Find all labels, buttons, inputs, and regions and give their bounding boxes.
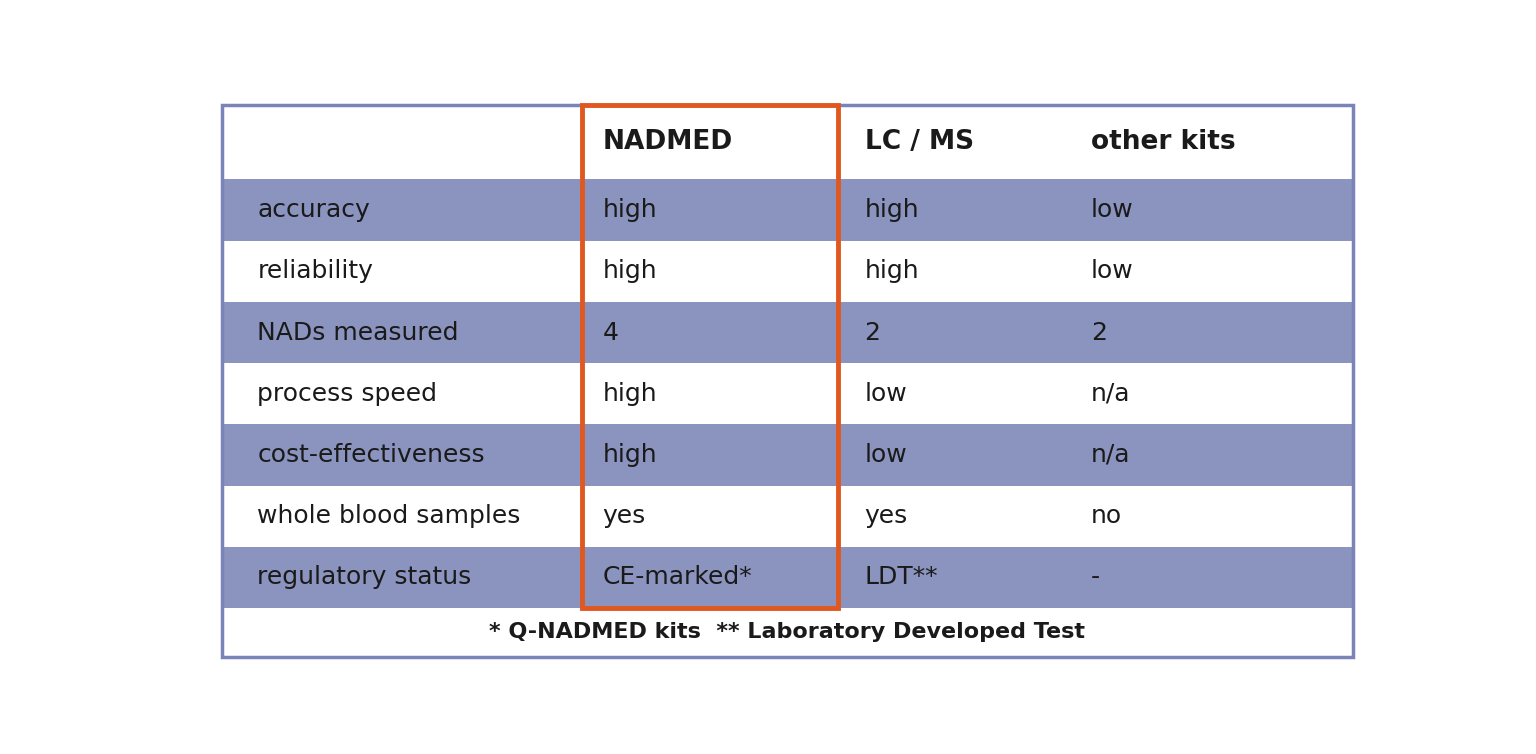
- Text: NADMED: NADMED: [602, 129, 733, 155]
- Text: high: high: [602, 382, 657, 406]
- Text: high: high: [602, 198, 657, 222]
- Text: low: low: [865, 443, 908, 467]
- Text: cost-effectiveness: cost-effectiveness: [258, 443, 485, 467]
- Bar: [221, 241, 1353, 302]
- Bar: [221, 302, 1353, 363]
- Text: whole blood samples: whole blood samples: [258, 504, 521, 528]
- Text: reliability: reliability: [258, 259, 373, 284]
- Text: low: low: [1091, 198, 1134, 222]
- Text: other kits: other kits: [1091, 129, 1235, 155]
- Text: accuracy: accuracy: [258, 198, 370, 222]
- Text: high: high: [865, 198, 919, 222]
- Text: 2: 2: [1091, 320, 1107, 345]
- Bar: [221, 105, 1353, 179]
- Text: NADs measured: NADs measured: [258, 320, 459, 345]
- Bar: [582, 105, 839, 608]
- Text: process speed: process speed: [258, 382, 438, 406]
- Text: -: -: [1091, 566, 1100, 590]
- Text: * Q-NADMED kits  ** Laboratory Developed Test: * Q-NADMED kits ** Laboratory Developed …: [488, 622, 1086, 642]
- Text: 4: 4: [602, 320, 619, 345]
- Text: yes: yes: [602, 504, 647, 528]
- Text: no: no: [1091, 504, 1121, 528]
- Text: 2: 2: [865, 320, 880, 345]
- Bar: [221, 486, 1353, 547]
- Text: high: high: [602, 259, 657, 284]
- Text: low: low: [865, 382, 908, 406]
- Text: LDT**: LDT**: [865, 566, 938, 590]
- Bar: [221, 608, 1353, 657]
- Text: high: high: [602, 443, 657, 467]
- Bar: [221, 547, 1353, 608]
- Text: regulatory status: regulatory status: [258, 566, 472, 590]
- Text: high: high: [865, 259, 919, 284]
- Text: CE-marked*: CE-marked*: [602, 566, 753, 590]
- Bar: [221, 425, 1353, 486]
- Text: yes: yes: [865, 504, 908, 528]
- Text: n/a: n/a: [1091, 382, 1130, 406]
- Bar: [221, 363, 1353, 425]
- Text: low: low: [1091, 259, 1134, 284]
- Text: LC / MS: LC / MS: [865, 129, 974, 155]
- Text: n/a: n/a: [1091, 443, 1130, 467]
- Bar: [221, 179, 1353, 241]
